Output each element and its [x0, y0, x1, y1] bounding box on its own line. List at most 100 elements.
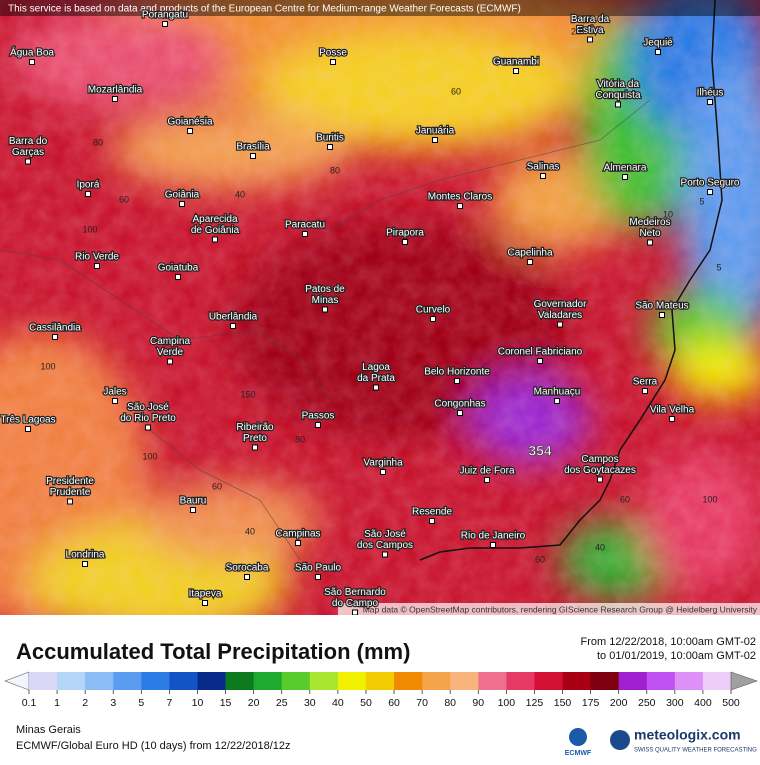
colorbar-bin [422, 672, 451, 690]
colorbar-bin [534, 672, 564, 690]
city-name: Medeiros [629, 217, 670, 228]
city-name: Serra [633, 377, 658, 388]
colorbar-tick-label: 25 [276, 697, 288, 709]
colorbar-tick-label: 80 [444, 697, 456, 709]
colorbar-arrow-high [730, 671, 758, 691]
city-name: Patos de [305, 284, 345, 295]
colorbar-bin [169, 672, 198, 690]
colorbar: 0.1 1 2 3 5 7 10 15 20 25 30 40 50 60 70 80 90 100 125 150 1… [4, 671, 758, 709]
city-name: Minas [312, 295, 339, 306]
city-marker [330, 59, 336, 65]
contour-label: 60 [451, 86, 461, 96]
colorbar-tick-label: 3 [110, 697, 116, 709]
city-name: Jequié [643, 38, 673, 49]
city-marker [85, 191, 91, 197]
colorbar-tick-label: 90 [472, 697, 484, 709]
meteologix-logo [610, 730, 630, 750]
city-marker [537, 358, 543, 364]
ecmwf-logo [569, 728, 587, 746]
contour-label: 20 [571, 26, 581, 36]
banner: This service is based on data and produc… [8, 4, 521, 15]
colorbar-tick-label: 2 [82, 697, 88, 709]
city-name: Governador [534, 299, 587, 310]
city-marker [647, 239, 653, 246]
city-marker [457, 203, 463, 209]
city-name: Cassilândia [29, 323, 81, 334]
colorbar-bin [225, 672, 255, 690]
colorbar-bin [337, 672, 367, 690]
city-name: Rio de Janeiro [461, 531, 526, 542]
city-marker [527, 259, 533, 265]
city-marker [322, 306, 328, 313]
city-name: Porangatu [142, 10, 188, 21]
city-marker [327, 144, 333, 150]
city-name: Capelinha [507, 248, 552, 259]
city-marker [190, 507, 196, 513]
contour-label: 5 [699, 196, 704, 206]
city-name: Neto [639, 228, 661, 239]
colorbar-bin [562, 672, 592, 690]
city-name: Belo Horizonte [424, 367, 490, 378]
contour-label: 100 [142, 451, 157, 461]
contour-label: 40 [245, 526, 255, 536]
city-name: Manhuaçu [534, 387, 581, 398]
contour-label: 60 [212, 481, 222, 491]
city-name: Aparecida [192, 214, 237, 225]
city-name: Pirapora [386, 228, 424, 239]
colorbar-bin [281, 672, 311, 690]
colorbar-tick-label: 50 [360, 697, 372, 709]
city-name: Verde [157, 347, 184, 358]
city-name: Coronel Fabriciano [498, 347, 583, 358]
contour-label: 40 [235, 189, 245, 199]
city-name: Londrina [66, 550, 105, 561]
contour-label: 80 [295, 434, 305, 444]
colorbar-arrow-low [4, 671, 30, 691]
city-name: Posse [319, 48, 347, 59]
colorbar-tick-label: 125 [526, 697, 544, 709]
city-name: Goiânia [165, 190, 200, 201]
city-name: São Mateus [635, 301, 688, 312]
city-name: Itapeva [189, 589, 222, 600]
city-marker [67, 498, 73, 505]
city-name: Uberlândia [209, 312, 258, 323]
city-name: Campinas [275, 529, 320, 540]
city-marker [202, 600, 208, 606]
city-name: Lagoa [362, 362, 390, 373]
city-name: Porto Seguro [681, 178, 740, 189]
city-name: Goianésia [167, 117, 212, 128]
city-name: São Paulo [295, 563, 342, 574]
colorbar-tick-label: 10 [192, 697, 204, 709]
colorbar-bin [113, 672, 142, 690]
city-marker [29, 59, 35, 65]
city-marker [382, 551, 388, 558]
contour-label: 60 [620, 494, 630, 504]
city-marker [187, 128, 193, 134]
city-marker [669, 416, 675, 422]
city-marker [25, 426, 31, 432]
city-marker [457, 410, 463, 416]
city-marker [175, 274, 181, 280]
city-name: Três Lagoas [0, 415, 55, 426]
city-marker [557, 321, 563, 328]
city-name: São Bernardo [324, 587, 386, 598]
city-name: Paracatu [285, 220, 325, 231]
date-to: to 01/01/2019, 10:00am GMT-02 [597, 650, 756, 662]
city-name: Água Boa [10, 46, 54, 59]
contour-label: 100 [702, 494, 717, 504]
city-name: Januária [416, 126, 455, 137]
city-name: Campina [150, 336, 190, 347]
city-name: Goiatuba [158, 263, 199, 274]
city-marker [145, 424, 151, 431]
city-marker [454, 378, 460, 384]
city-name: Rio Verde [75, 252, 119, 263]
city-name: do Rio Preto [120, 413, 176, 424]
city-marker [112, 96, 118, 102]
city-name: São José [127, 402, 169, 413]
contour-label: 40 [595, 542, 605, 552]
attribution: Map data © OpenStreetMap contributors, r… [363, 604, 758, 614]
contour-label: 80 [93, 137, 103, 147]
city-marker [554, 398, 560, 404]
city-marker [642, 388, 648, 394]
contour-label: 100 [82, 224, 97, 234]
